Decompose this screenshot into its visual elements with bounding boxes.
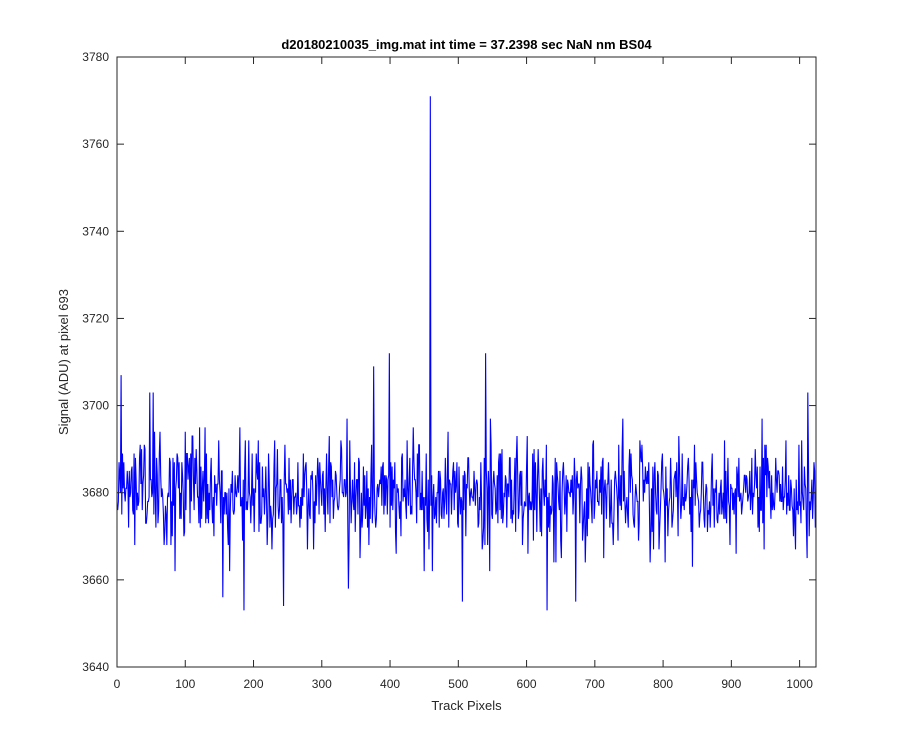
chart-title: d20180210035_img.mat int time = 37.2398 … xyxy=(281,37,652,52)
x-axis-label: Track Pixels xyxy=(431,698,502,713)
y-tick-label: 3720 xyxy=(82,311,109,325)
x-tick-label: 800 xyxy=(653,677,673,691)
x-tick-label: 300 xyxy=(312,677,332,691)
y-tick-label: 3780 xyxy=(82,50,109,64)
y-tick-label: 3640 xyxy=(82,660,109,674)
x-tick-label: 1000 xyxy=(786,677,813,691)
x-tick-label: 0 xyxy=(114,677,121,691)
series-line xyxy=(117,96,817,611)
y-tick-label: 3680 xyxy=(82,486,109,500)
data-layer xyxy=(117,96,817,611)
y-tick-label: 3760 xyxy=(82,137,109,151)
y-tick-label: 3660 xyxy=(82,573,109,587)
tick-layer: 0 100 200 300 400 500 600 700 800 900 1000 3640 3660… xyxy=(82,50,816,691)
x-tick-label: 600 xyxy=(517,677,537,691)
x-tick-label: 200 xyxy=(244,677,264,691)
y-tick-label: 3700 xyxy=(82,399,109,413)
x-tick-label: 900 xyxy=(721,677,741,691)
plot-area xyxy=(117,57,816,667)
y-tick-label: 3740 xyxy=(82,224,109,238)
x-tick-label: 700 xyxy=(585,677,605,691)
x-tick-label: 400 xyxy=(380,677,400,691)
x-tick-label: 500 xyxy=(448,677,468,691)
x-tick-label: 100 xyxy=(175,677,195,691)
axes-box xyxy=(116,56,817,668)
y-axis-label: Signal (ADU) at pixel 693 xyxy=(56,289,71,435)
